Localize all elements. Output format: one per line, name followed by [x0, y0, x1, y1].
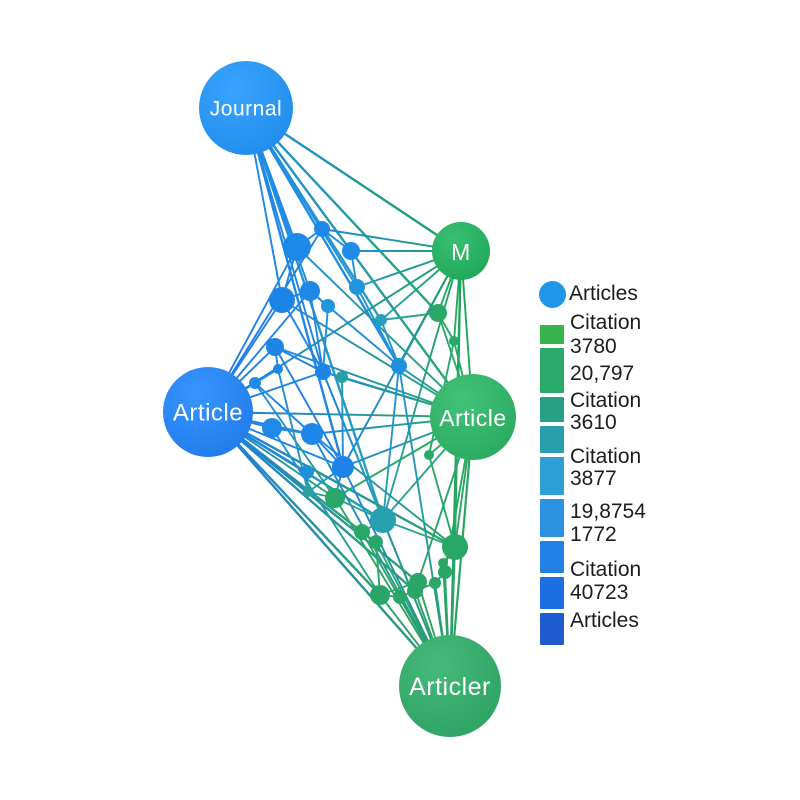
graph-node[interactable]: [438, 565, 452, 579]
graph-edge: [356, 286, 400, 367]
node-al[interactable]: [163, 367, 253, 457]
graph-edge: [382, 365, 400, 521]
graph-edge: [428, 454, 456, 548]
graph-edge: [244, 107, 401, 367]
graph-node[interactable]: [303, 487, 313, 497]
graph-node[interactable]: [336, 371, 348, 383]
graph-node[interactable]: [314, 221, 330, 237]
node-label-j: Journal: [210, 98, 282, 121]
graph-node[interactable]: [283, 233, 311, 261]
graph-node[interactable]: [393, 590, 407, 604]
graph-node[interactable]: [300, 281, 320, 301]
graph-edge: [207, 410, 456, 549]
graph-edge: [322, 371, 384, 521]
graph-node[interactable]: [273, 364, 283, 374]
node-label-ar: Article: [439, 405, 506, 431]
graph-edge: [398, 365, 451, 687]
graph-node[interactable]: [349, 279, 365, 295]
graph-edge: [244, 107, 345, 468]
graph-node[interactable]: [407, 583, 423, 599]
graph-edge: [322, 305, 329, 373]
graph-node[interactable]: [442, 534, 468, 560]
graph-node[interactable]: [370, 585, 390, 605]
node-j[interactable]: [199, 61, 293, 155]
graph-edge: [274, 346, 344, 468]
graph-edge: [309, 290, 324, 373]
graph-edge: [281, 299, 324, 373]
node-label-b: Articler: [409, 673, 491, 701]
graph-edge: [274, 346, 324, 373]
graph-node[interactable]: [370, 507, 396, 533]
graph-node[interactable]: [269, 287, 295, 313]
graph-node[interactable]: [266, 338, 284, 356]
graph-edge: [380, 312, 439, 321]
graph-node[interactable]: [342, 242, 360, 260]
graph-node[interactable]: [262, 418, 282, 438]
graph-node[interactable]: [449, 336, 459, 346]
graph-node[interactable]: [391, 358, 407, 374]
graph-node[interactable]: [332, 456, 354, 478]
graph-edge: [380, 319, 400, 367]
node-label-al: Article: [173, 400, 243, 427]
node-label-m: M: [451, 239, 471, 265]
graph-node[interactable]: [354, 524, 370, 540]
graph-node[interactable]: [325, 488, 345, 508]
graph-edge: [245, 107, 474, 418]
graph-edge: [271, 427, 381, 596]
graph-node[interactable]: [301, 423, 323, 445]
node-ar[interactable]: [430, 374, 516, 460]
graph-node[interactable]: [424, 450, 434, 460]
graph-node[interactable]: [375, 314, 387, 326]
graph-node[interactable]: [369, 535, 383, 549]
graph-node[interactable]: [429, 577, 441, 589]
graph-node[interactable]: [249, 377, 261, 389]
graph-edge: [254, 382, 313, 435]
graph-edge: [207, 411, 451, 687]
graph-node[interactable]: [429, 304, 447, 322]
graph-node[interactable]: [321, 299, 335, 313]
node-b[interactable]: [399, 635, 501, 737]
graph-node[interactable]: [300, 465, 314, 479]
node-m[interactable]: [432, 222, 490, 280]
graph-edge: [207, 411, 416, 592]
graph-node[interactable]: [315, 364, 331, 380]
